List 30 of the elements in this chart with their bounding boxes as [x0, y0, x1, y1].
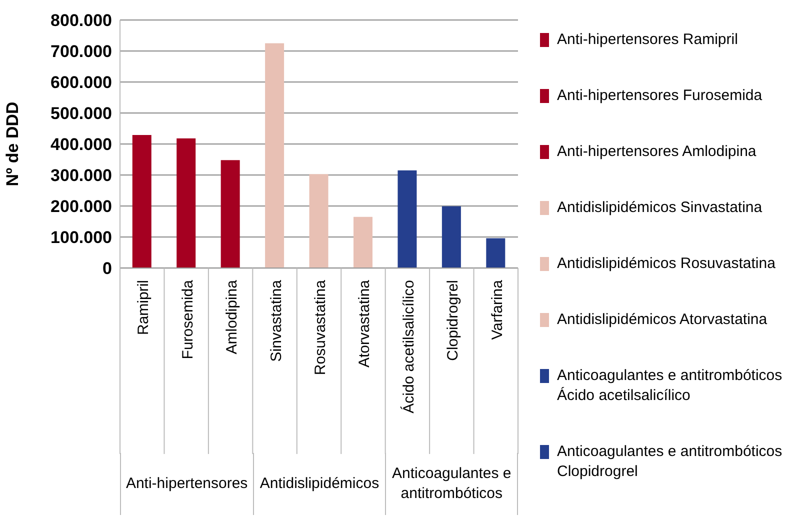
legend-label: Anticoagulantes e antitrombóticos Clopidrogrel [557, 442, 784, 482]
text: Anticoagulantes e antitrombóticos [385, 453, 518, 515]
y-tick-label: 700.000 [50, 42, 112, 62]
y-tick-label: 500.000 [50, 104, 112, 124]
x-tick-label: Sinvastatina [268, 279, 285, 362]
legend-label: Anti-hipertensores Ramipril [557, 30, 738, 50]
text: Antidislipidémicos [252, 453, 386, 515]
y-tick-label: 300.000 [50, 166, 112, 186]
legend-label: Anti-hipertensores Furosemida [557, 86, 762, 106]
x-tick-label: Furosemida [179, 279, 196, 360]
y-tick-label: 200.000 [50, 197, 112, 216]
x-tick-label: Rosuvastatina [312, 279, 329, 376]
y-tick-label: 600.000 [50, 73, 112, 92]
legend-label: Antidislipidémicos Atorvastatina [557, 310, 768, 330]
x-tick-label: Ácido acetilsalicílico [399, 280, 418, 414]
legend-label: Anti-hipertensores Amlodipina [557, 142, 756, 162]
legend-label: Antidislipidémicos Rosuvastatina [557, 254, 776, 274]
legend-label: Antidislipidémicos Sinvastatina [557, 198, 762, 218]
x-tick-label: Atorvastatina [356, 279, 374, 368]
y-tick-label: 0 [102, 259, 112, 278]
y-tick-label: 800.000 [50, 11, 112, 30]
y-axis-title: Nº de DDD [3, 102, 22, 186]
legend-label: Anticoagulantes e antitrombóticos Ácido acetilsalicílico [557, 366, 784, 406]
x-tick-label: Clopidrogrel [444, 280, 462, 361]
y-tick-label: 100.000 [50, 228, 112, 248]
x-tick-label: Amlodipina [224, 279, 241, 354]
text: Anti-hipertensores [120, 453, 253, 515]
x-tick-label: Varfarina [488, 279, 506, 340]
y-tick-label: 400.000 [50, 135, 112, 154]
x-tick-label: Ramipril [135, 280, 152, 336]
